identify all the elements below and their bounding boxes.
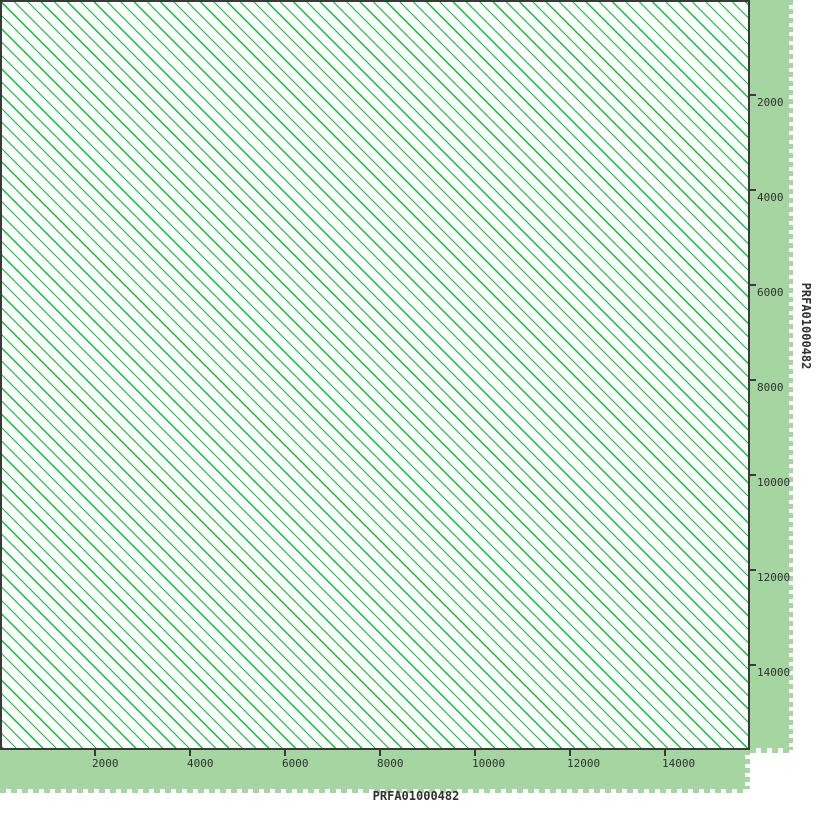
x-tick-mark — [569, 750, 571, 756]
x-tick-label: 6000 — [282, 757, 309, 770]
x-tick-label: 2000 — [92, 757, 119, 770]
x-tick-label: 10000 — [472, 757, 506, 770]
y-tick-label: 8000 — [757, 381, 784, 394]
y-tick-label: 14000 — [757, 666, 791, 679]
y-tick-mark — [750, 189, 756, 191]
y-tick-mark — [750, 664, 756, 666]
x-tick-mark — [664, 750, 666, 756]
x-tick-label: 4000 — [187, 757, 214, 770]
y-tick-label: 2000 — [757, 96, 784, 109]
x-tick-mark — [379, 750, 381, 756]
y-axis-strip-dashed-edge — [789, 0, 793, 750]
y-tick-mark — [750, 474, 756, 476]
y-tick-label: 10000 — [757, 476, 791, 489]
x-tick-label: 14000 — [662, 757, 696, 770]
y-tick-mark — [750, 284, 756, 286]
y-tick-mark — [750, 569, 756, 571]
y-tick-label: 12000 — [757, 571, 791, 584]
y-tick-label: 6000 — [757, 286, 784, 299]
x-tick-label: 12000 — [567, 757, 601, 770]
x-tick-mark — [189, 750, 191, 756]
x-tick-mark — [474, 750, 476, 756]
y-axis-strip-dashed-cap — [750, 748, 789, 753]
y-axis-margin-strip — [750, 0, 789, 748]
x-tick-mark — [284, 750, 286, 756]
x-axis-margin-strip — [0, 750, 745, 789]
y-axis-title-text: PRFA01000482 — [799, 282, 813, 370]
y-tick-mark — [750, 94, 756, 96]
x-tick-mark — [94, 750, 96, 756]
x-axis-title: PRFA01000482 — [372, 789, 460, 803]
x-axis-strip-dashed-edge — [0, 789, 746, 793]
y-tick-mark — [750, 379, 756, 381]
x-axis-strip-dashed-cap — [745, 750, 750, 789]
y-tick-label: 4000 — [757, 191, 784, 204]
x-tick-label: 8000 — [377, 757, 404, 770]
dotplot-canvas[interactable] — [0, 0, 750, 750]
